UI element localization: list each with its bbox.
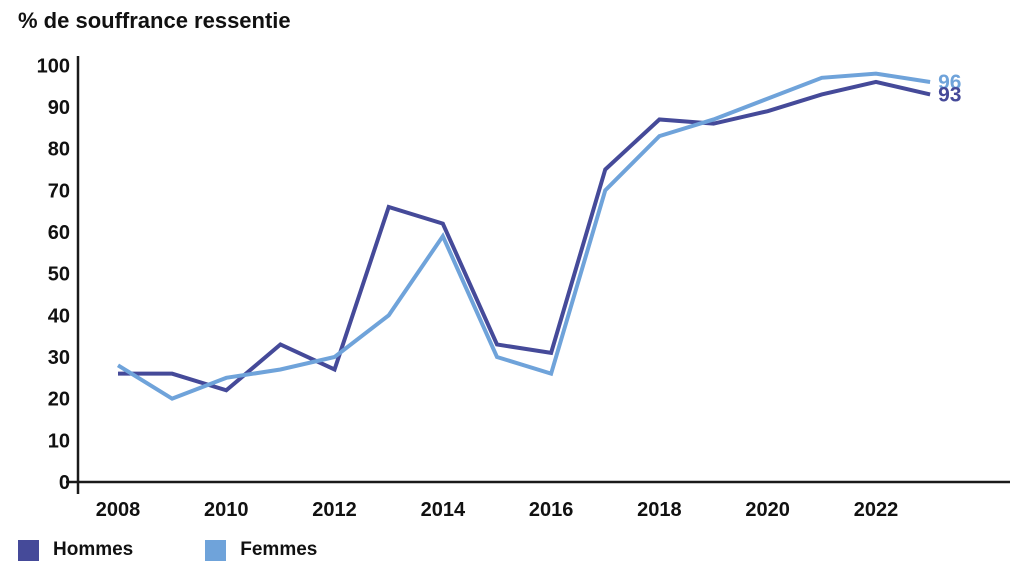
svg-text:2014: 2014 — [421, 499, 466, 521]
svg-text:20: 20 — [48, 389, 70, 411]
svg-text:10: 10 — [48, 430, 70, 452]
legend-swatch-femmes — [205, 539, 227, 561]
svg-text:93: 93 — [938, 83, 961, 106]
svg-text:80: 80 — [48, 139, 70, 161]
svg-text:2012: 2012 — [312, 499, 357, 521]
svg-text:96: 96 — [938, 71, 961, 94]
chart-title: % de souffrance ressentie — [18, 8, 291, 33]
legend-swatch-hommes — [18, 539, 39, 561]
svg-text:30: 30 — [48, 347, 70, 369]
svg-text:2020: 2020 — [745, 499, 790, 521]
svg-text:2008: 2008 — [96, 499, 141, 521]
svg-text:2010: 2010 — [204, 499, 249, 521]
legend: Hommes Femmes — [18, 539, 317, 561]
svg-text:100: 100 — [37, 55, 70, 77]
svg-text:2018: 2018 — [637, 499, 682, 521]
svg-text:40: 40 — [48, 305, 70, 327]
legend-item-femmes: Femmes — [205, 539, 317, 561]
svg-text:50: 50 — [48, 264, 70, 286]
legend-item-hommes: Hommes — [18, 539, 133, 561]
svg-text:60: 60 — [48, 222, 70, 244]
legend-label-hommes: Hommes — [53, 539, 134, 560]
svg-text:70: 70 — [48, 180, 70, 202]
svg-text:90: 90 — [48, 97, 70, 119]
svg-text:2022: 2022 — [854, 499, 899, 521]
svg-text:2016: 2016 — [529, 499, 574, 521]
svg-text:0: 0 — [59, 472, 70, 494]
legend-label-femmes: Femmes — [240, 539, 318, 560]
